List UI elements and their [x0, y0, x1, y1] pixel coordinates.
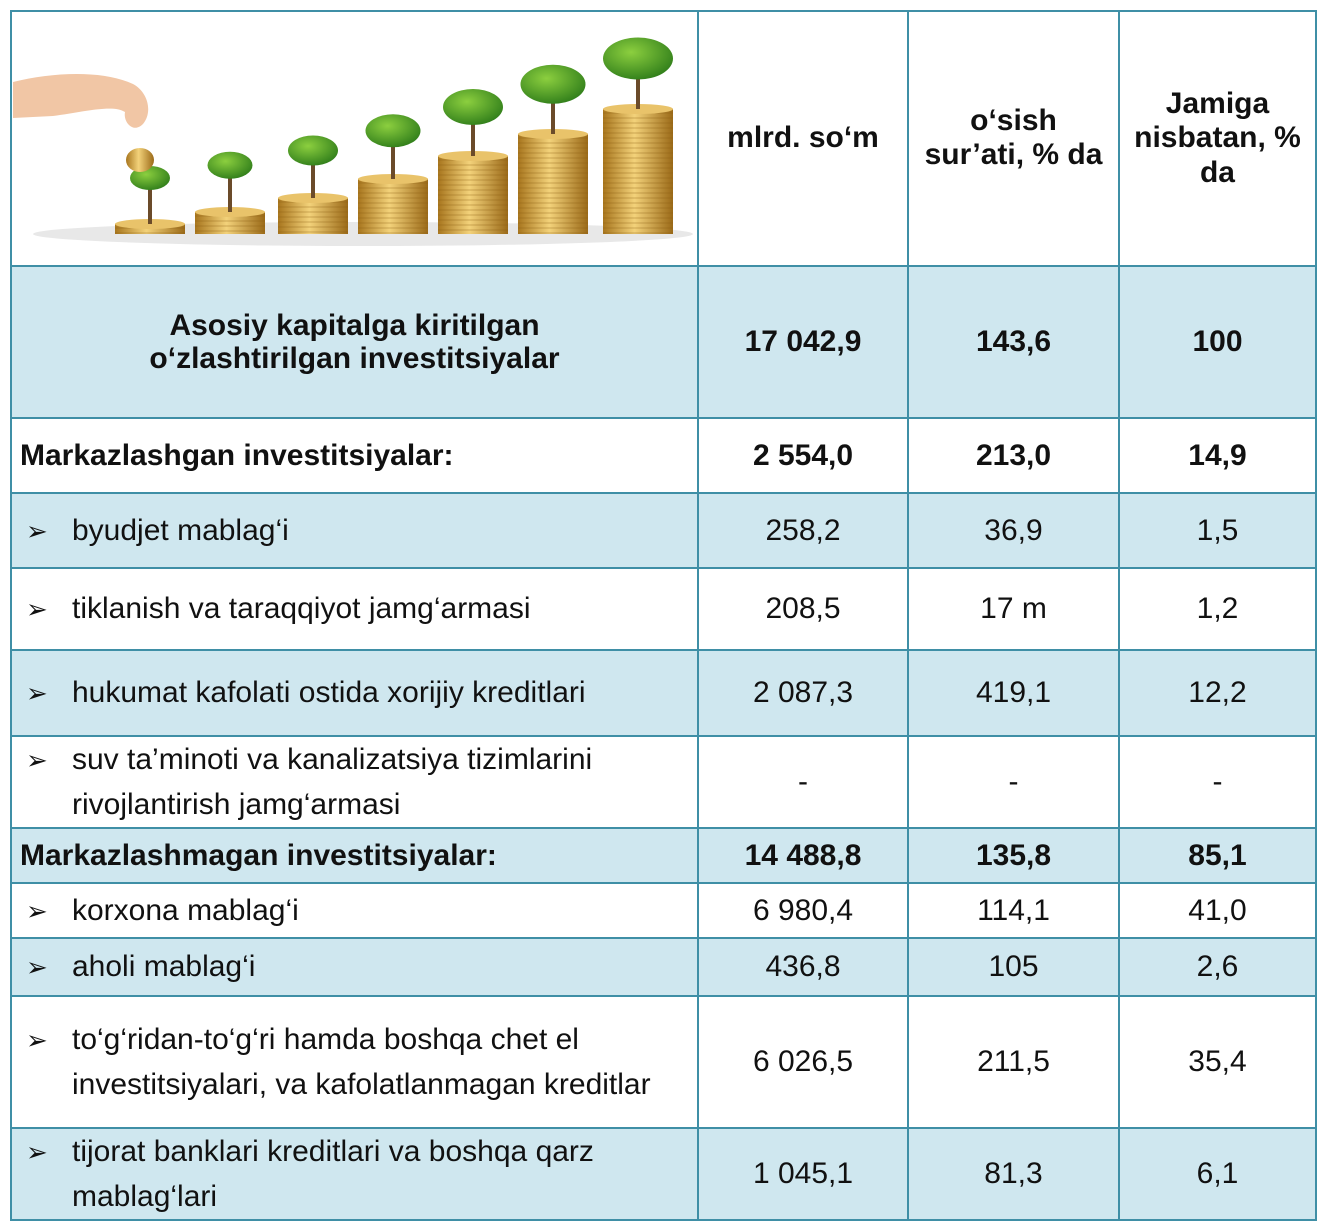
item-label: ➢ byudjet mablag‘i [10, 491, 699, 569]
item-row: ➢ byudjet mablag‘i 258,2 36,9 1,5 [10, 491, 1317, 569]
decor [311, 160, 315, 198]
value-cell: 1,5 [1118, 491, 1317, 569]
value-cell: 36,9 [907, 491, 1120, 569]
value-cell: 1,2 [1118, 566, 1317, 651]
coins-illustration [13, 37, 693, 246]
item-text: korxona mablag‘i [72, 893, 299, 927]
item-row: ➢ to‘g‘ridan-to‘g‘ri hamda boshqa chet el… [10, 994, 1317, 1129]
value-cell: 2 087,3 [697, 648, 909, 737]
value-cell: 105 [907, 936, 1120, 997]
item-text: hukumat kafolati ostida xorijiy kreditla… [72, 676, 586, 709]
value-cell: 143,6 [907, 264, 1120, 419]
value-cell: 41,0 [1118, 881, 1317, 939]
value-cell: - [697, 734, 909, 829]
value-cell: 2 554,0 [697, 416, 909, 494]
bullet: ➢ [26, 895, 48, 926]
value-cell: 2,6 [1118, 936, 1317, 997]
value-cell: 436,8 [697, 936, 909, 997]
value-cell: 14,9 [1118, 416, 1317, 494]
value-cell: - [1118, 734, 1317, 829]
decor [391, 141, 395, 179]
decor [195, 212, 265, 234]
bullet: ➢ [26, 594, 48, 624]
bullet: ➢ [26, 1024, 48, 1055]
header-cell: o‘sish sur’ati, % da [907, 10, 1120, 267]
value-cell: 135,8 [907, 826, 1120, 884]
value-cell: - [907, 734, 1120, 829]
item-label: ➢ tiklanish va taraqqiyot jamg‘armasi [10, 566, 699, 651]
section-label: Markazlashmagan investitsiyalar: [10, 826, 699, 884]
item-label: ➢ tijorat banklari kreditlari va boshqa q… [10, 1126, 699, 1221]
value-cell: 6,1 [1118, 1126, 1317, 1221]
decor [603, 37, 673, 80]
decor [228, 174, 232, 212]
section-row: Markazlashgan investitsiyalar: 2 554,0 213… [10, 416, 1317, 494]
section-row: Markazlashmagan investitsiyalar: 14 488,8… [10, 826, 1317, 884]
value-cell: 208,5 [697, 566, 909, 651]
decor [288, 135, 338, 166]
item-row: ➢ tiklanish va taraqqiyot jamg‘armasi 208,… [10, 566, 1317, 651]
item-text: suv ta’minoti va kanalizatsiya tizimlari… [72, 742, 593, 821]
header-cell: mlrd. so‘m [697, 10, 909, 267]
decor [518, 134, 588, 234]
item-label: ➢ hukumat kafolati ostida xorijiy kreditl… [10, 648, 699, 737]
item-row: ➢ tijorat banklari kreditlari va boshqa q… [10, 1126, 1317, 1221]
item-text: aholi mablag‘i [72, 950, 256, 983]
item-text: byudjet mablag‘i [72, 513, 289, 547]
value-cell: 85,1 [1118, 826, 1317, 884]
item-row: ➢ hukumat kafolati ostida xorijiy kreditl… [10, 648, 1317, 737]
decor [207, 151, 253, 179]
item-label: ➢ to‘g‘ridan-to‘g‘ri hamda boshqa chet el… [10, 994, 699, 1129]
item-text: tijorat banklari kreditlari va boshqa qa… [72, 1134, 594, 1213]
total-row: Asosiy kapitalga kiritilgan o‘zlashtiril… [10, 264, 1317, 419]
decor [365, 114, 421, 148]
decor [148, 186, 152, 224]
value-cell: 419,1 [907, 648, 1120, 737]
value-cell: 14 488,8 [697, 826, 909, 884]
item-row: ➢ suv ta’minoti va kanalizatsiya tizimlar… [10, 734, 1317, 829]
value-cell: 35,4 [1118, 994, 1317, 1129]
value-cell: 12,2 [1118, 648, 1317, 737]
value-cell: 258,2 [697, 491, 909, 569]
investment-table: mlrd. so‘m o‘sish sur’ati, % da Jamiga n… [10, 10, 1317, 1221]
item-text: tiklanish va taraqqiyot jamg‘armasi [72, 592, 531, 625]
header-cell: Jamiga nisbatan, % da [1118, 10, 1317, 267]
value-cell: 211,5 [907, 994, 1120, 1129]
illustration-cell [10, 10, 699, 267]
item-label: ➢ suv ta’minoti va kanalizatsiya tizimlar… [10, 734, 699, 829]
value-cell: 6 980,4 [697, 881, 909, 939]
item-row: ➢ korxona mablag‘i 6 980,4 114,1 41,0 [10, 881, 1317, 939]
decor [358, 179, 428, 234]
item-label: ➢ korxona mablag‘i [10, 881, 699, 939]
item-label: ➢ aholi mablag‘i [10, 936, 699, 997]
bullet: ➢ [26, 678, 48, 708]
bullet: ➢ [26, 515, 48, 546]
decor [471, 118, 475, 156]
value-cell: 81,3 [907, 1126, 1120, 1221]
decor [520, 64, 586, 104]
item-text: to‘g‘ridan-to‘g‘ri hamda boshqa chet el … [72, 1022, 651, 1101]
value-cell: 213,0 [907, 416, 1120, 494]
bullet: ➢ [26, 744, 48, 775]
decor [551, 96, 555, 134]
value-cell: 6 026,5 [697, 994, 909, 1129]
value-cell: 100 [1118, 264, 1317, 419]
total-label: Asosiy kapitalga kiritilgan o‘zlashtiril… [10, 264, 699, 419]
item-row: ➢ aholi mablag‘i 436,8 105 2,6 [10, 936, 1317, 997]
value-cell: 1 045,1 [697, 1126, 909, 1221]
value-cell: 17 042,9 [697, 264, 909, 419]
value-cell: 17 m [907, 566, 1120, 651]
section-label: Markazlashgan investitsiyalar: [10, 416, 699, 494]
bullet: ➢ [26, 952, 48, 982]
value-cell: 114,1 [907, 881, 1120, 939]
decor [443, 89, 503, 125]
header-row: mlrd. so‘m o‘sish sur’ati, % da Jamiga n… [10, 10, 1317, 267]
decor [636, 71, 640, 109]
bullet: ➢ [26, 1136, 48, 1167]
decor [278, 198, 348, 234]
